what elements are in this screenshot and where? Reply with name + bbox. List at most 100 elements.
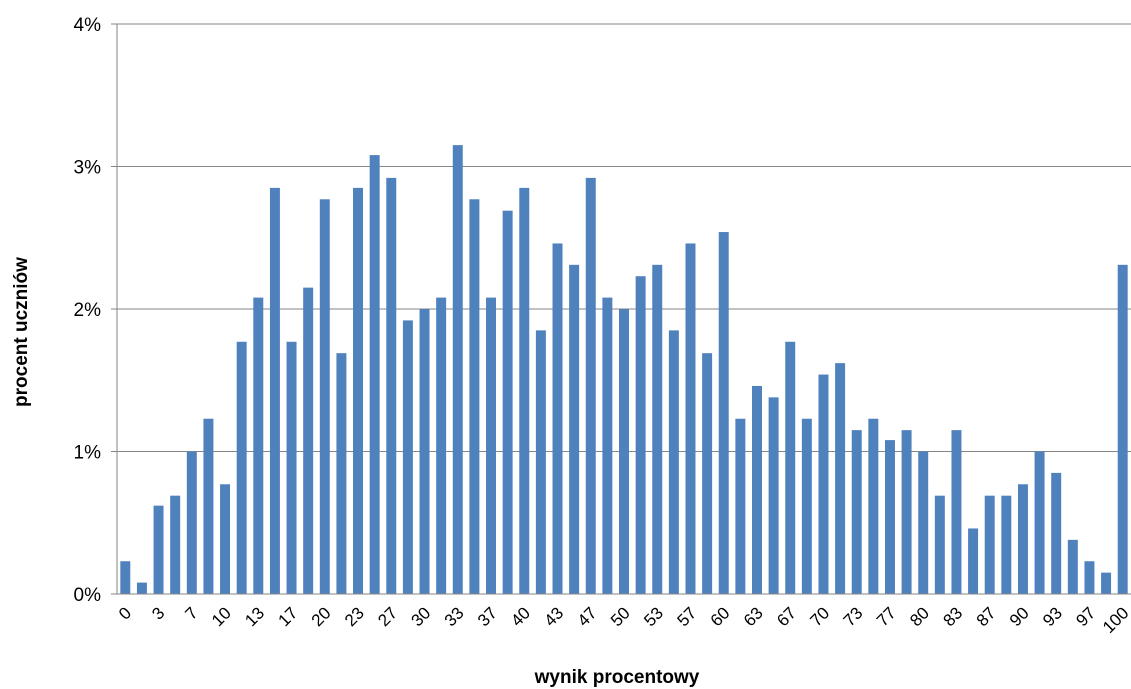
x-tick-label: 3 (148, 603, 168, 623)
bar-100 (1117, 264, 1128, 594)
x-tick-label: 23 (341, 603, 368, 630)
x-tick-label: 40 (507, 603, 534, 630)
bar-85 (968, 528, 979, 594)
bar-3 (153, 505, 164, 594)
bar-92 (1034, 451, 1045, 594)
bar-90 (1017, 484, 1028, 594)
x-tick-label: 30 (408, 603, 435, 630)
x-tick-label: 83 (939, 603, 966, 630)
bar-30 (419, 309, 430, 594)
y-axis-title: procent uczniów (11, 257, 32, 407)
bar-43 (552, 243, 563, 594)
x-tick-label: 87 (973, 603, 1000, 630)
bar-88 (1001, 495, 1012, 594)
bar-57 (685, 243, 696, 594)
x-tick-label: 80 (906, 603, 933, 630)
x-tick-label: 53 (640, 603, 667, 630)
bar-68 (801, 418, 812, 594)
x-tick-label: 33 (441, 603, 468, 630)
x-tick-label: 43 (541, 603, 568, 630)
x-axis-ticks: 0 3 7 10 13 17 20 23 27 30 33 37 40 43 47 50 53 57 60 63 67 7… (115, 603, 1131, 636)
bar-25 (369, 155, 380, 594)
x-tick-label: 37 (474, 603, 501, 630)
bar-20 (319, 199, 330, 594)
x-tick-label: 0 (115, 603, 135, 623)
x-tick-label: 7 (182, 603, 202, 623)
bar-70 (818, 374, 829, 594)
bar-0 (120, 561, 131, 594)
bar-78 (901, 430, 912, 594)
bar-82 (934, 495, 945, 594)
bar-42 (535, 330, 546, 594)
bar-23 (353, 187, 364, 594)
bar-40 (519, 187, 530, 594)
bar-53 (652, 264, 663, 594)
axes (116, 24, 1131, 595)
bar-10 (220, 484, 231, 594)
bar-47 (585, 177, 596, 594)
bar-35 (469, 199, 480, 594)
x-tick-label: 20 (308, 603, 335, 630)
x-tick-label: 100 (1099, 603, 1131, 636)
bar-8 (203, 418, 214, 594)
bar-48 (602, 297, 613, 594)
x-tick-label: 60 (707, 603, 734, 630)
x-tick-label: 97 (1072, 603, 1099, 630)
x-tick-label: 10 (208, 603, 235, 630)
bar-58 (702, 353, 713, 594)
x-tick-label: 67 (773, 603, 800, 630)
y-tick-label: 0% (74, 585, 102, 606)
bars (120, 145, 1128, 595)
bar-7 (186, 451, 197, 594)
bar-60 (718, 232, 729, 595)
bar-12 (236, 341, 247, 594)
bar-75 (868, 418, 879, 594)
x-tick-label: 27 (374, 603, 401, 630)
bar-83 (951, 430, 962, 594)
x-tick-label: 57 (674, 603, 701, 630)
bar-65 (768, 397, 779, 594)
bar-93 (1051, 472, 1062, 594)
bar-50 (619, 309, 629, 594)
bar-13 (253, 297, 264, 594)
bar-33 (452, 145, 463, 594)
bar-22 (336, 353, 347, 594)
y-tick-label: 4% (74, 15, 102, 36)
bar-72 (835, 363, 846, 594)
y-axis-ticks: 0% 1% 2% 3% 4% (74, 15, 117, 606)
bar-77 (884, 440, 895, 594)
x-tick-label: 13 (241, 603, 268, 630)
bar-67 (785, 341, 796, 594)
bar-32 (436, 297, 447, 594)
x-tick-label: 50 (607, 603, 634, 630)
bar-98 (1101, 572, 1112, 594)
bar-2 (136, 582, 147, 594)
bar-37 (486, 297, 497, 594)
y-tick-label: 1% (74, 443, 102, 464)
bar-55 (668, 330, 679, 594)
bar-52 (635, 276, 646, 594)
bar-73 (851, 430, 862, 594)
bar-38 (502, 210, 513, 595)
bar-17 (286, 341, 297, 594)
bar-97 (1084, 561, 1095, 594)
bar-15 (269, 187, 280, 594)
x-tick-label: 63 (740, 603, 767, 630)
bar-62 (735, 418, 746, 594)
bar-28 (402, 320, 413, 594)
y-tick-label: 3% (74, 158, 102, 179)
bar-45 (569, 264, 580, 594)
y-tick-label: 2% (74, 300, 102, 321)
bar-63 (751, 385, 762, 594)
bar-27 (386, 177, 397, 594)
bar-87 (984, 495, 995, 594)
x-tick-label: 70 (806, 603, 833, 630)
x-tick-label: 93 (1039, 603, 1066, 630)
x-axis-title: wynik procentowy (534, 667, 700, 688)
x-tick-label: 73 (840, 603, 867, 630)
bar-95 (1067, 539, 1078, 594)
x-tick-label: 17 (275, 603, 302, 630)
x-tick-label: 77 (873, 603, 900, 630)
x-tick-label: 47 (574, 603, 601, 630)
